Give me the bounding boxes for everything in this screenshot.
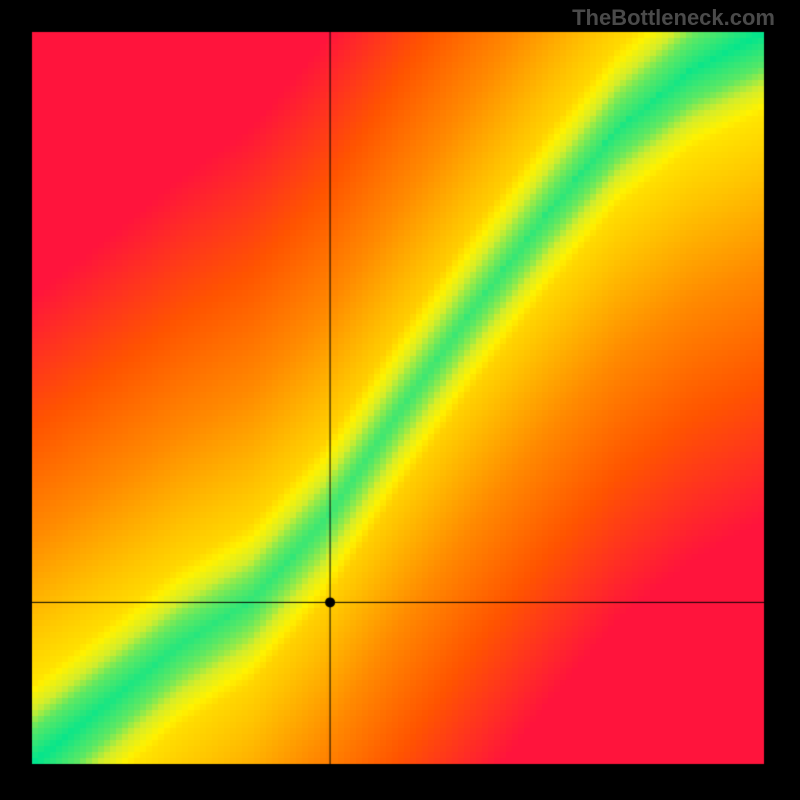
chart-container: TheBottleneck.com <box>0 0 800 800</box>
heatmap-canvas <box>0 0 800 800</box>
